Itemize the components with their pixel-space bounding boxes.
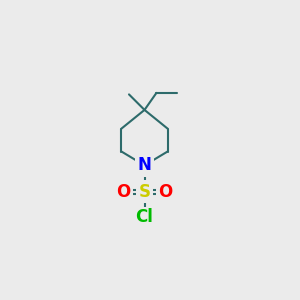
Text: O: O [158,183,172,201]
Text: S: S [139,183,151,201]
Text: N: N [138,156,152,174]
Text: O: O [117,183,131,201]
Text: Cl: Cl [136,208,153,226]
